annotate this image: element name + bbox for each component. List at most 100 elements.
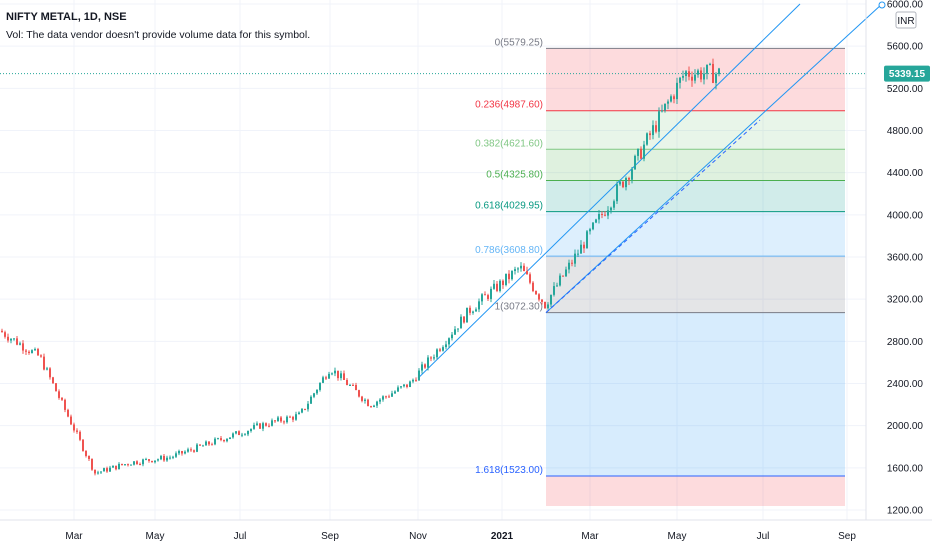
- candle-body: [631, 169, 633, 180]
- candle-body: [187, 449, 189, 452]
- candle-body: [367, 399, 369, 407]
- y-tick-label: 3200.00: [887, 295, 924, 306]
- candle-body: [481, 294, 483, 302]
- candle-body: [226, 439, 228, 442]
- candle-body: [577, 253, 579, 255]
- y-tick-label: 6000.00: [887, 0, 924, 11]
- candle-body: [409, 381, 411, 387]
- candle-body: [664, 103, 666, 111]
- candle-body: [196, 444, 198, 452]
- candle-body: [541, 299, 543, 302]
- candle-body: [94, 469, 96, 474]
- candle-body: [148, 459, 150, 461]
- fib-level-label: 0.382(4621.60): [475, 138, 543, 149]
- candle-body: [37, 349, 39, 356]
- candle-body: [178, 451, 180, 454]
- candle-body: [580, 244, 582, 254]
- candle-body: [385, 396, 387, 398]
- candle-body: [145, 459, 147, 461]
- candle-body: [118, 463, 120, 470]
- candle-body: [364, 399, 366, 401]
- candle-body: [670, 96, 672, 102]
- trend-channel[interactable]: [417, 1, 886, 379]
- candle-body: [256, 423, 258, 425]
- candle-body: [238, 431, 240, 436]
- candle-body: [382, 396, 384, 400]
- fib-zone: [546, 312, 845, 476]
- candle-body: [538, 294, 540, 300]
- x-tick-label: Mar: [65, 531, 83, 542]
- candle-body: [388, 396, 390, 398]
- x-tick-label: Sep: [838, 531, 856, 542]
- candle-body: [634, 155, 636, 170]
- candle-body: [34, 349, 36, 351]
- candle-body: [85, 450, 87, 456]
- fib-zone: [546, 475, 845, 506]
- candle-body: [91, 458, 93, 470]
- candle-body: [205, 441, 207, 446]
- candle-body: [661, 110, 663, 112]
- candle-body: [469, 307, 471, 313]
- candlesticks: [1, 58, 720, 476]
- candle-body: [466, 307, 468, 323]
- candle-body: [718, 68, 720, 75]
- currency-badge[interactable]: [895, 11, 917, 29]
- candle-body: [4, 332, 6, 337]
- candle-body: [316, 389, 318, 394]
- candle-body: [460, 316, 462, 329]
- candle-body: [673, 96, 675, 100]
- candle-body: [40, 355, 42, 357]
- candle-body: [550, 294, 552, 305]
- candle-body: [190, 449, 192, 451]
- candle-body: [217, 438, 219, 440]
- candle-body: [61, 397, 63, 400]
- candle-body: [370, 406, 372, 408]
- fib-level-label: 1.618(1523.00): [475, 465, 543, 476]
- candle-body: [505, 273, 507, 285]
- candle-body: [229, 437, 231, 440]
- candle-body: [694, 74, 696, 81]
- candle-body: [154, 460, 156, 463]
- candle-body: [67, 409, 69, 417]
- candle-body: [652, 125, 654, 136]
- currency-label: INR: [897, 16, 914, 27]
- candle-body: [112, 465, 114, 468]
- candle-body: [376, 401, 378, 406]
- candle-body: [679, 77, 681, 83]
- candle-body: [607, 210, 609, 216]
- candle-body: [667, 101, 669, 104]
- candle-body: [247, 431, 249, 435]
- time-axis[interactable]: Mar May Jul Sep Nov 2021 Mar May Jul Sep: [0, 519, 932, 542]
- y-tick-label: 1600.00: [887, 463, 924, 474]
- fib-level-label: 0(5579.25): [495, 37, 543, 48]
- candle-body: [52, 377, 54, 384]
- candle-body: [613, 201, 615, 208]
- y-tick-label: 2800.00: [887, 337, 924, 348]
- candle-body: [361, 396, 363, 401]
- candle-body: [700, 70, 702, 80]
- candle-body: [172, 456, 174, 458]
- candle-body: [502, 280, 504, 285]
- candle-body: [331, 373, 333, 375]
- candle-body: [562, 275, 564, 277]
- candle-body: [574, 253, 576, 264]
- candle-body: [109, 467, 111, 472]
- candle-body: [286, 416, 288, 423]
- fib-zone: [546, 180, 845, 212]
- candle-body: [415, 379, 417, 381]
- candle-body: [88, 455, 90, 459]
- candle-body: [520, 265, 522, 269]
- candle-body: [103, 468, 105, 472]
- candle-body: [268, 425, 270, 427]
- candle-body: [583, 244, 585, 249]
- candle-body: [277, 417, 279, 422]
- price-axis[interactable]: 1200.00 1600.00 2000.00 2400.00 2800.00 3200.…: [865, 0, 930, 520]
- candle-body: [181, 451, 183, 454]
- candle-body: [358, 390, 360, 397]
- y-tick-label: 5200.00: [887, 84, 924, 95]
- candle-body: [475, 309, 477, 312]
- fib-retracement[interactable]: 0(5579.25) 0.236(4987.60) 0.382(4621.60) 0.…: [475, 37, 845, 506]
- candle-body: [295, 414, 297, 420]
- fib-level-label: 0.5(4325.80): [486, 169, 543, 180]
